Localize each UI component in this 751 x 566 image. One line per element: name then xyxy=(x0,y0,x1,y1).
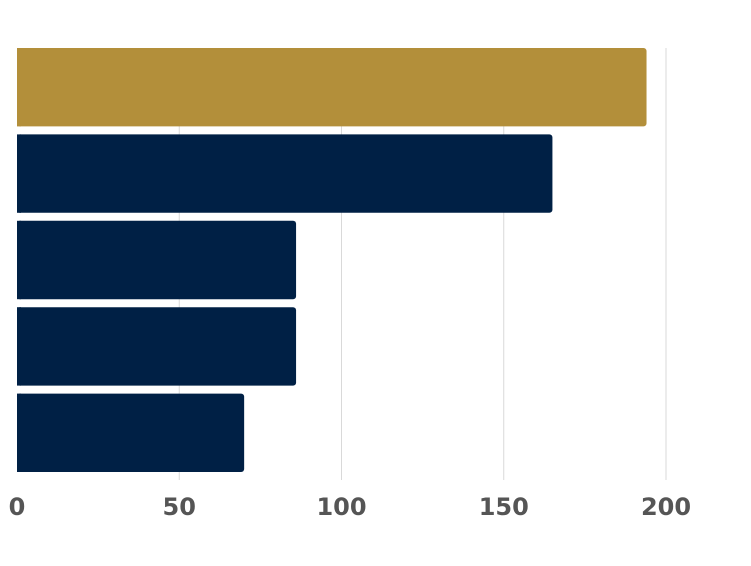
bar xyxy=(17,307,297,386)
x-axis: 0 50 100 150 200 xyxy=(9,493,691,521)
bar xyxy=(17,134,553,213)
bar xyxy=(17,220,297,300)
x-tick-label: 100 xyxy=(316,493,366,521)
bar xyxy=(17,393,245,472)
bar-layer xyxy=(17,48,647,472)
x-tick-label: 0 xyxy=(9,493,26,521)
x-tick-label: 150 xyxy=(479,493,529,521)
bar-baseline-edge xyxy=(17,393,21,472)
bar-highlighted xyxy=(17,48,647,127)
bar-baseline-edge xyxy=(17,134,21,213)
bar-baseline-edge xyxy=(17,220,21,300)
x-tick-label: 50 xyxy=(163,493,196,521)
bar-baseline-edge xyxy=(17,48,21,127)
bar-baseline-edge xyxy=(17,307,21,386)
x-tick-label: 200 xyxy=(641,493,691,521)
